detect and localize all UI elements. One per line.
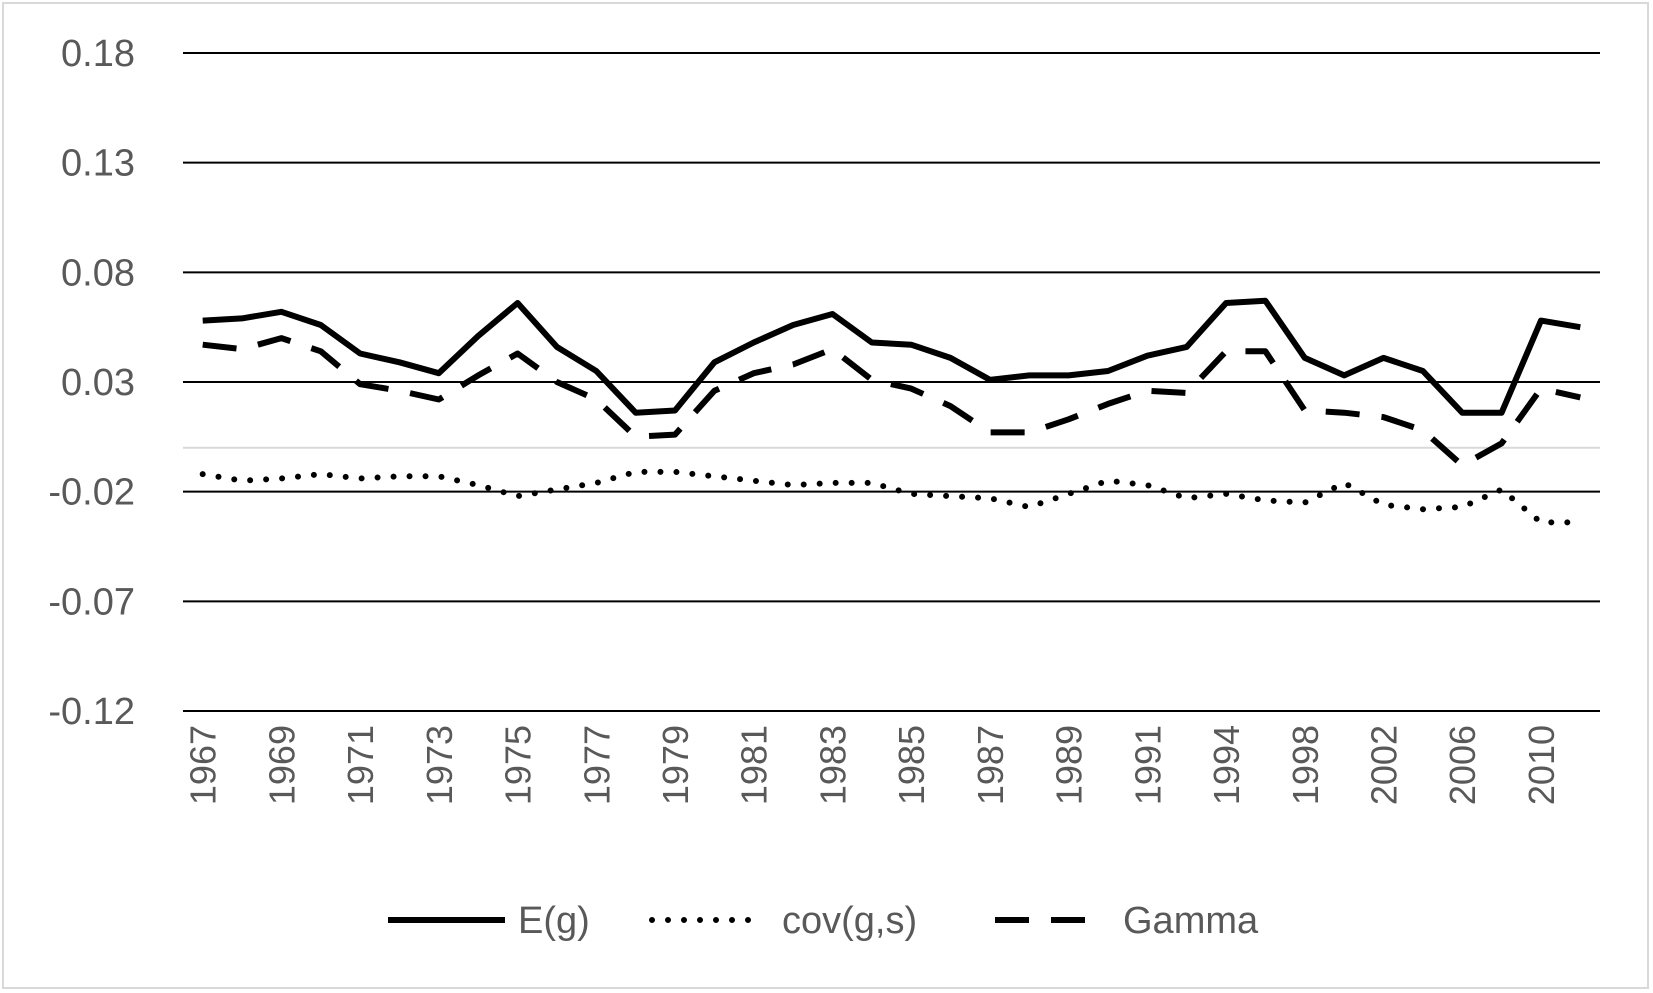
- y-axis: 0.18 0.13 0.08 0.03 -0.02 -0.07 -0.12: [48, 33, 135, 733]
- x-tick-label: 1985: [891, 725, 932, 805]
- y-tick-label: -0.07: [48, 581, 135, 623]
- series-lines: [199, 297, 1584, 526]
- x-tick-label: 1975: [498, 725, 539, 805]
- series-line-cov-g-s-: [199, 468, 1584, 526]
- x-tick-label: 1977: [576, 725, 617, 805]
- x-tick-label: 1973: [419, 725, 460, 805]
- legend-label: cov(g,s): [782, 900, 917, 942]
- y-tick-label: 0.08: [61, 252, 135, 294]
- x-axis: 1967 1969 1971 1973 1975 1977 1979 1981 1983 1985…: [183, 725, 1562, 805]
- y-tick-label: 0.03: [61, 362, 135, 404]
- x-tick-label: 1991: [1127, 725, 1168, 805]
- x-tick-label: 1981: [734, 725, 775, 805]
- series-line-e-g-: [202, 297, 1581, 416]
- x-tick-label: 1971: [340, 725, 381, 805]
- legend-label: Gamma: [1123, 900, 1259, 942]
- x-tick-label: 2002: [1364, 725, 1405, 805]
- x-tick-label: 1998: [1285, 725, 1326, 805]
- gridlines: [183, 52, 1600, 712]
- y-tick-label: 0.18: [61, 33, 135, 75]
- x-tick-label: 1989: [1049, 725, 1090, 805]
- x-tick-label: 1994: [1206, 725, 1247, 805]
- x-tick-label: 2006: [1442, 725, 1483, 805]
- legend: E(g) cov(g,s) Gamma: [388, 900, 1259, 942]
- x-tick-label: 1983: [812, 725, 853, 805]
- x-tick-label: 1987: [970, 725, 1011, 805]
- x-tick-label: 1967: [183, 725, 224, 805]
- y-tick-label: -0.12: [48, 691, 135, 733]
- legend-label: E(g): [518, 900, 590, 942]
- y-tick-label: -0.02: [48, 472, 135, 514]
- series-line-gamma: [202, 335, 1581, 469]
- x-tick-label: 2010: [1521, 725, 1562, 805]
- x-tick-label: 1979: [655, 725, 696, 805]
- y-tick-label: 0.13: [61, 143, 135, 185]
- x-tick-label: 1969: [261, 725, 302, 805]
